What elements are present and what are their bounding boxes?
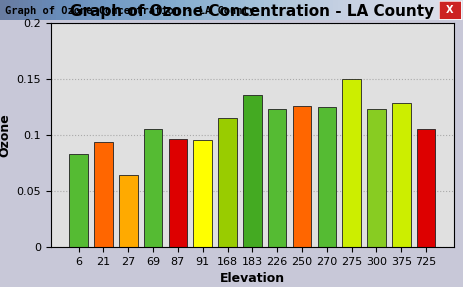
Bar	[94, 141, 113, 247]
Title: Graph of Ozone Concentration - LA County: Graph of Ozone Concentration - LA County	[70, 4, 434, 19]
Text: X: X	[446, 5, 453, 15]
Bar	[268, 109, 287, 247]
Bar	[243, 94, 262, 247]
Bar	[119, 175, 138, 247]
Bar	[392, 104, 411, 247]
Bar	[144, 129, 163, 247]
Bar	[318, 107, 336, 247]
Bar	[218, 118, 237, 247]
X-axis label: Elevation: Elevation	[220, 272, 285, 285]
Bar	[194, 140, 212, 247]
Bar	[367, 109, 386, 247]
Bar	[169, 139, 187, 247]
Y-axis label: Ozone: Ozone	[0, 113, 11, 157]
Bar	[293, 106, 311, 247]
Bar	[69, 154, 88, 247]
Text: Graph of Ozone Concentration - LA County: Graph of Ozone Concentration - LA County	[5, 6, 255, 16]
Bar	[342, 79, 361, 247]
Bar	[417, 129, 435, 247]
